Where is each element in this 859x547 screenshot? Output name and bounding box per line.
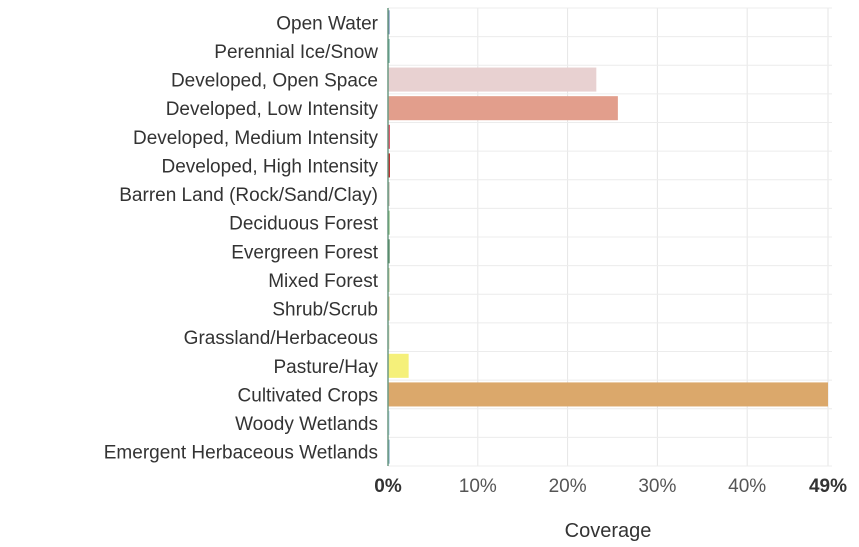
category-label-10: Shrub/Scrub [272,300,378,321]
x-tick-labels: 0% 10% 20% 30% 40% 49% [374,476,847,497]
category-label-15: Emergent Herbaceous Wetlands [104,443,378,464]
x-tick-label-0: 0% [374,476,402,497]
x-tick-label-2: 20% [549,476,587,497]
x-axis-title: Coverage [565,520,652,542]
bar-12[interactable] [388,353,409,378]
category-label-1: Perennial Ice/Snow [214,42,378,63]
x-tick-label-4: 40% [728,476,766,497]
bar-4[interactable] [388,124,390,149]
category-labels: Open Water Perennial Ice/Snow Developed, O… [104,13,379,463]
category-label-12: Pasture/Hay [273,357,378,378]
x-tick-label-3: 30% [638,476,676,497]
bar-13[interactable] [388,382,828,407]
category-label-2: Developed, Open Space [171,71,378,92]
category-label-0: Open Water [276,13,378,34]
category-label-9: Mixed Forest [268,271,379,292]
category-label-8: Evergreen Forest [231,242,379,263]
x-tick-label-1: 10% [459,476,497,497]
grid-lines [387,7,832,467]
bar-2[interactable] [388,67,597,92]
bar-5[interactable] [388,153,390,178]
x-tick-label-5: 49% [809,476,847,497]
category-label-13: Cultivated Crops [238,385,378,406]
category-label-4: Developed, Medium Intensity [133,128,379,149]
category-label-11: Grassland/Herbaceous [184,328,378,349]
bar-series [388,10,828,464]
category-label-7: Deciduous Forest [229,214,379,235]
category-label-6: Barren Land (Rock/Sand/Clay) [119,185,378,206]
bar-3[interactable] [388,96,618,121]
category-label-5: Developed, High Intensity [161,156,378,177]
category-label-14: Woody Wetlands [235,414,378,435]
category-label-3: Developed, Low Intensity [166,99,379,120]
